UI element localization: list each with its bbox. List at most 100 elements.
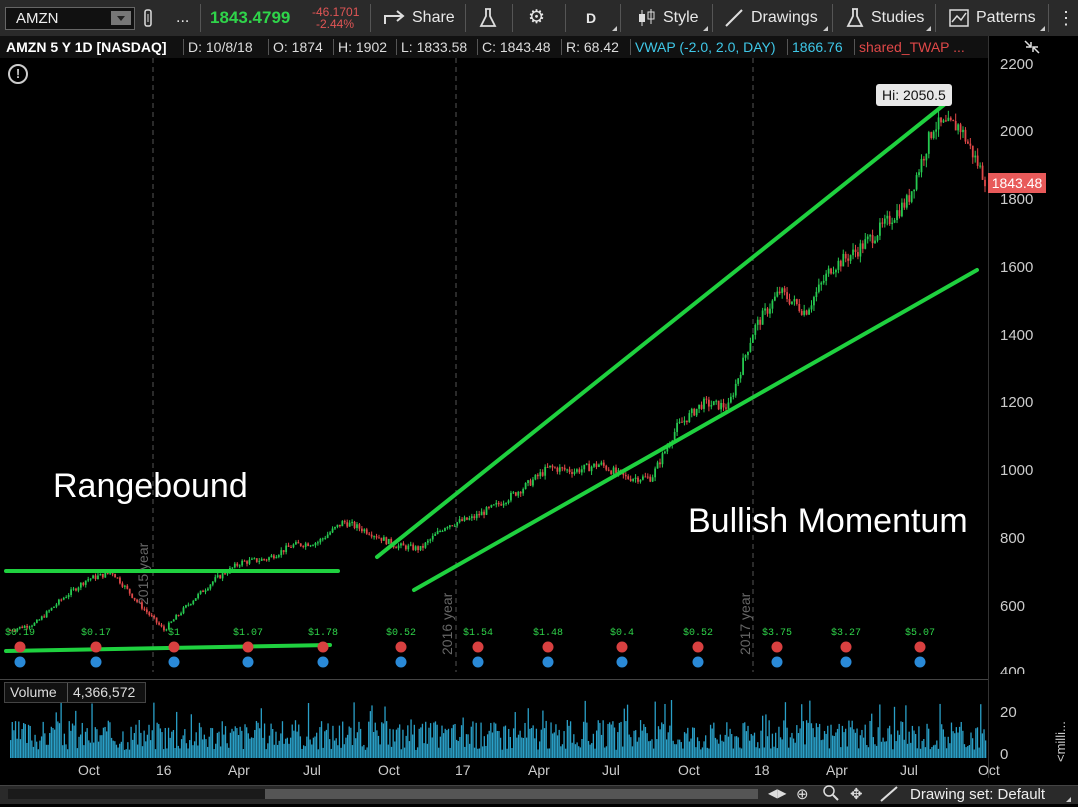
patterns-icon[interactable] bbox=[948, 0, 970, 36]
volume-bar bbox=[299, 736, 302, 758]
share-icon[interactable] bbox=[383, 0, 405, 36]
candle-body bbox=[749, 342, 752, 352]
candle-body bbox=[573, 471, 576, 474]
candle-body bbox=[673, 432, 676, 442]
candle-body bbox=[89, 578, 92, 580]
candle-body bbox=[685, 420, 688, 423]
time-scrollbar-thumb[interactable] bbox=[265, 789, 758, 799]
volume-bar bbox=[981, 733, 984, 758]
symbol-dropdown-icon[interactable] bbox=[111, 11, 131, 25]
studies-icon[interactable] bbox=[845, 0, 865, 36]
gear-icon[interactable]: ⚙ bbox=[528, 7, 546, 28]
twap-label[interactable]: shared_TWAP ... bbox=[859, 39, 965, 55]
symbol-input[interactable]: AMZN bbox=[5, 7, 135, 30]
candle-body bbox=[53, 606, 55, 608]
volume-bar bbox=[488, 730, 490, 758]
volume-bar bbox=[543, 728, 546, 758]
scroll-arrows-icon[interactable]: ◀▶ bbox=[768, 786, 787, 800]
studies-button[interactable]: Studies bbox=[871, 9, 925, 26]
volume-bar bbox=[174, 747, 176, 758]
volume-bar bbox=[846, 746, 848, 758]
volume-bar bbox=[151, 730, 153, 758]
flask-icon[interactable] bbox=[478, 0, 498, 36]
volume-bar bbox=[680, 742, 682, 758]
earnings-icon bbox=[914, 656, 926, 668]
candle-body bbox=[35, 619, 38, 623]
patterns-button[interactable]: Patterns bbox=[976, 9, 1036, 26]
draw-line-icon[interactable] bbox=[880, 786, 898, 807]
drawings-icon[interactable] bbox=[724, 0, 744, 36]
volume-bar bbox=[211, 728, 214, 758]
link-icon[interactable] bbox=[142, 0, 154, 36]
volume-bar bbox=[138, 720, 140, 758]
drawings-button[interactable]: Drawings bbox=[751, 9, 818, 26]
volume-bar bbox=[120, 741, 122, 758]
volume-bar bbox=[758, 748, 761, 758]
volume-bar bbox=[548, 748, 551, 758]
candle-body bbox=[954, 120, 957, 131]
candle-body bbox=[192, 600, 195, 604]
candle-body bbox=[905, 195, 908, 208]
volume-bar bbox=[301, 748, 303, 758]
candle-body bbox=[295, 542, 297, 545]
aggregation-button[interactable]: D bbox=[586, 10, 597, 26]
volume-bar bbox=[322, 747, 324, 758]
volume-bar bbox=[66, 749, 69, 758]
candle-body bbox=[810, 305, 813, 310]
pan-icon[interactable]: ✥ bbox=[850, 786, 863, 803]
volume-bar bbox=[762, 715, 764, 758]
alert-icon[interactable]: ! bbox=[8, 64, 28, 84]
crosshair-icon[interactable]: ⊕ bbox=[796, 786, 809, 803]
volume-bar bbox=[109, 722, 111, 758]
volume-bar bbox=[910, 742, 912, 758]
earnings-icon bbox=[317, 656, 329, 668]
candle-body bbox=[808, 309, 810, 315]
candle-body bbox=[893, 220, 896, 223]
volume-bar bbox=[91, 703, 93, 758]
zoom-icon[interactable] bbox=[822, 784, 840, 807]
style-button[interactable]: Style bbox=[663, 9, 699, 26]
volume-bar bbox=[392, 729, 394, 758]
volume-bar bbox=[68, 721, 70, 758]
volume-bar bbox=[356, 732, 359, 758]
volume-bar bbox=[234, 726, 236, 758]
candle-body bbox=[578, 469, 581, 473]
year-marker-2017: 2017 year bbox=[737, 592, 753, 655]
drawing-set-label[interactable]: Drawing set: Default bbox=[910, 786, 1046, 803]
volume-bar bbox=[63, 733, 66, 758]
volume-panel[interactable] bbox=[0, 679, 988, 758]
volume-bar bbox=[893, 706, 896, 758]
grid-menu-icon[interactable]: ⋮⋮ bbox=[1057, 8, 1078, 28]
volume-bar bbox=[669, 725, 671, 758]
volume-bar bbox=[425, 721, 427, 758]
candle-body bbox=[854, 249, 857, 253]
vwap-label[interactable]: VWAP (-2.0, 2.0, DAY) bbox=[635, 39, 776, 55]
drawing-set-dropdown-icon[interactable] bbox=[1066, 797, 1071, 802]
volume-bar bbox=[833, 736, 835, 758]
price-chart[interactable]: $0.19 $0.17 $1 $1.07 $1.78 $0.52 $1.54 $1.48 $0.… bbox=[0, 58, 988, 672]
candle-body bbox=[280, 550, 283, 556]
share-button[interactable]: Share bbox=[412, 9, 455, 26]
y-tick: 1800 bbox=[1000, 191, 1034, 208]
dividend-icon bbox=[771, 641, 783, 653]
candle-body bbox=[219, 575, 222, 579]
volume-bar bbox=[156, 722, 158, 758]
candle-body bbox=[527, 480, 529, 483]
more-button[interactable]: ... bbox=[176, 9, 190, 26]
price-axis[interactable] bbox=[988, 36, 1078, 778]
candle-body bbox=[891, 222, 894, 225]
volume-bar bbox=[776, 748, 778, 758]
volume-bar bbox=[646, 733, 648, 758]
volume-bar bbox=[86, 728, 88, 758]
candles-icon[interactable] bbox=[636, 0, 658, 36]
volume-bar bbox=[275, 731, 277, 758]
candle-body bbox=[876, 235, 879, 241]
volume-bar bbox=[312, 737, 315, 758]
volume-bar bbox=[739, 747, 741, 758]
volume-bar bbox=[919, 748, 922, 758]
volume-bar bbox=[491, 732, 494, 758]
collapse-icon[interactable] bbox=[1022, 38, 1042, 61]
volume-bar bbox=[363, 744, 365, 758]
volume-bar bbox=[923, 739, 925, 758]
candle-body bbox=[209, 584, 212, 589]
